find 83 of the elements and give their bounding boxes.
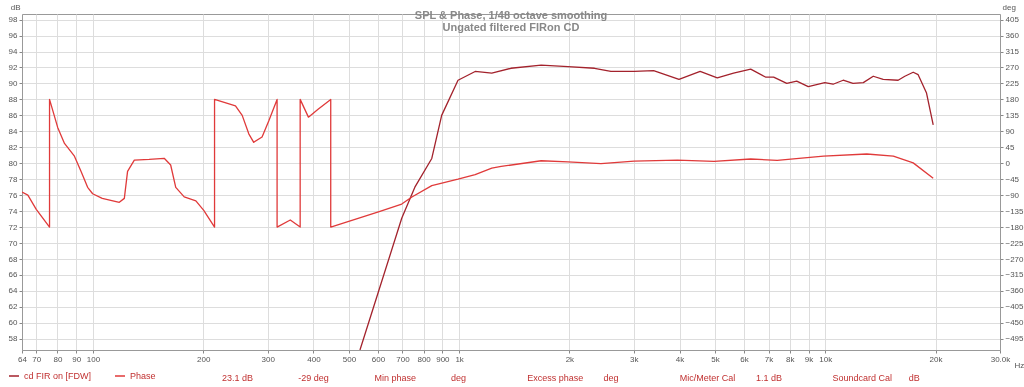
text: dB xyxy=(908,373,920,383)
y-tick-label: 66 xyxy=(8,270,19,280)
x-tick-label: 1k xyxy=(455,354,465,364)
y-tick-label: 78 xyxy=(8,174,19,184)
y2-tick-label: 135 xyxy=(1005,110,1020,120)
y-tick-label: 90 xyxy=(8,78,19,88)
x-tick-label: 6k xyxy=(740,354,750,364)
y-tick-label: 72 xyxy=(8,222,19,232)
y-tick-label: 68 xyxy=(8,254,19,264)
legend-label: Phase xyxy=(130,371,156,381)
y-tick-label: 80 xyxy=(8,158,19,168)
x-tick-label: 500 xyxy=(342,354,357,364)
x-tick-label: 20k xyxy=(929,354,944,364)
x-tick-label: 90 xyxy=(72,354,82,364)
y2-tick-label: 0 xyxy=(1005,158,1011,168)
y-tick-label: 86 xyxy=(8,110,19,120)
x-tick-label: 30.0k xyxy=(990,354,1012,364)
x-tick-label: 800 xyxy=(417,354,432,364)
y2-tick-label: −180 xyxy=(1005,222,1024,232)
y-tick-label: 84 xyxy=(8,126,19,136)
x-tick-label: 7k xyxy=(764,354,775,364)
text: deg xyxy=(603,373,619,383)
y2-tick-label: −225 xyxy=(1005,238,1024,248)
y2-tick-label: 45 xyxy=(1005,142,1015,152)
y2-tick-label: 225 xyxy=(1005,78,1020,88)
y2-tick-label: −405 xyxy=(1005,302,1024,312)
x-tick-label: 200 xyxy=(197,354,211,364)
text: Excess phase xyxy=(527,373,584,383)
y2-tick-label: −90 xyxy=(1005,190,1020,200)
y2-tick-label: −135 xyxy=(1005,206,1024,216)
text: Min phase xyxy=(374,373,417,383)
y-tick-label: 76 xyxy=(8,190,19,200)
y2-tick-label: −450 xyxy=(1005,318,1024,328)
y2-tick-label: 405 xyxy=(1005,15,1020,25)
y-tick-label: 94 xyxy=(8,47,19,57)
y-tick-label: 88 xyxy=(8,94,19,104)
text: 1.1 dB xyxy=(756,373,783,383)
x-tick-label: 100 xyxy=(86,354,101,364)
y2-tick-label: −45 xyxy=(1005,174,1020,184)
y2-axis-title: deg xyxy=(1002,2,1016,12)
y-tick-label: 58 xyxy=(8,334,19,344)
x-tick-label: 64 xyxy=(18,354,28,364)
y2-tick-label: 180 xyxy=(1005,94,1020,104)
x-tick-label: 600 xyxy=(371,354,386,364)
x-tick-label: 80 xyxy=(53,354,63,364)
x-tick-label: 4k xyxy=(675,354,686,364)
y-tick-label: 60 xyxy=(8,318,19,328)
y-tick-label: 64 xyxy=(8,286,19,296)
x-tick-label: 700 xyxy=(396,354,411,364)
x-tick-label: 10k xyxy=(819,354,834,364)
y-tick-label: 92 xyxy=(8,62,19,72)
x-tick-label: 8k xyxy=(786,354,796,364)
y-tick-label: 82 xyxy=(8,142,19,152)
text: 23.1 dB xyxy=(222,373,254,383)
x-tick-label: 300 xyxy=(261,354,276,364)
y2-tick-label: 90 xyxy=(1005,126,1015,136)
x-axis-title: Hz xyxy=(1014,360,1024,370)
text: deg xyxy=(450,373,466,383)
y2-tick-label: 270 xyxy=(1005,62,1020,72)
x-tick-label: 5k xyxy=(711,354,721,364)
text: Soundcard Cal xyxy=(832,373,892,383)
text: Ungated filtered FIRon CD xyxy=(442,21,580,33)
y2-tick-label: −495 xyxy=(1005,334,1024,344)
y-axis-title: dB xyxy=(10,2,21,12)
text: -29 deg xyxy=(298,373,329,383)
x-tick-label: 70 xyxy=(32,354,42,364)
y-tick-label: 96 xyxy=(8,31,19,41)
legend-label: cd FIR on [FDW] xyxy=(24,371,92,381)
x-tick-label: 9k xyxy=(804,354,815,364)
x-tick-label: 2k xyxy=(565,354,576,364)
y2-tick-label: 315 xyxy=(1005,47,1020,57)
y2-tick-label: −315 xyxy=(1005,270,1024,280)
y2-tick-label: −270 xyxy=(1005,254,1024,264)
y-tick-label: 98 xyxy=(8,15,19,25)
x-tick-label: 3k xyxy=(630,354,640,364)
y-tick-label: 74 xyxy=(8,206,19,216)
y2-tick-label: 360 xyxy=(1005,31,1020,41)
y2-tick-label: −360 xyxy=(1005,286,1024,296)
y-tick-label: 62 xyxy=(8,302,19,312)
text: Mic/Meter Cal xyxy=(679,373,736,383)
y-tick-label: 70 xyxy=(8,238,19,248)
x-tick-label: 900 xyxy=(436,354,451,364)
x-tick-label: 400 xyxy=(307,354,322,364)
